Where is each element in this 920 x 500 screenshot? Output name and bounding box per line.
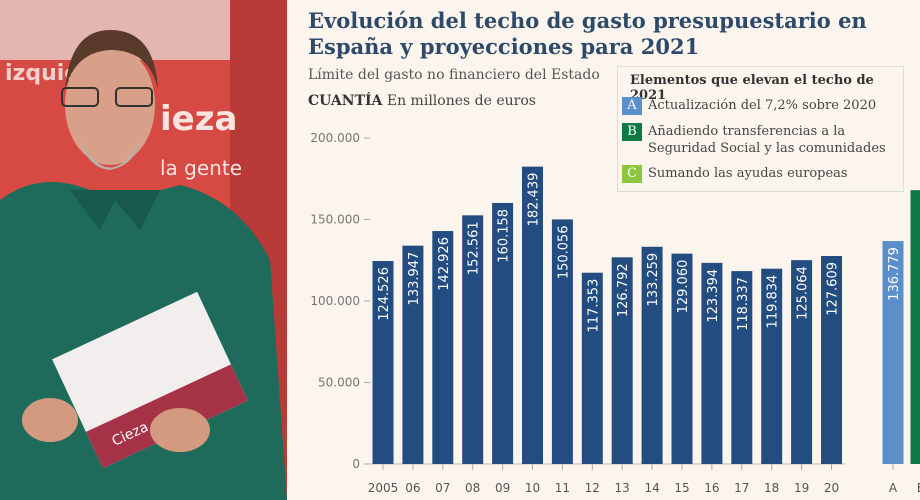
- bar-value-label: 119.834: [766, 275, 781, 329]
- x-tick-label: A: [889, 481, 898, 495]
- y-tick-label: 100.000: [310, 294, 360, 308]
- bar-chart: 0 50.000 100.000 150.000 200.000 124.526 2005 1…: [310, 131, 920, 495]
- bar-08: [462, 215, 484, 464]
- bar-20: [821, 255, 842, 464]
- legend-item-a: A Actualización del 7,2% sobre 2020: [622, 97, 893, 115]
- bar-14: [641, 246, 663, 464]
- y-tick-label: 50.000: [318, 376, 360, 390]
- x-tick-label: 18: [764, 481, 779, 495]
- bar-value-label: 127.609: [826, 262, 841, 316]
- unit-text: En millones de euros: [386, 93, 536, 109]
- bar-11: [551, 219, 573, 464]
- bar-2005: [372, 261, 394, 464]
- x-tick-label: 19: [794, 481, 809, 495]
- bar-value-label: 124.526: [377, 267, 392, 321]
- legend-text: Añadiendo transferencias a la Seguridad …: [648, 124, 886, 156]
- chart-unit: CUANTÍA En millones de euros: [308, 93, 536, 109]
- legend-item-c: C Sumando las ayudas europeas: [622, 165, 893, 183]
- bar-value-label: 129.060: [676, 260, 691, 314]
- bar-B: [910, 190, 920, 464]
- bar-value-label: 117.353: [586, 279, 601, 333]
- legend-text: Actualización del 7,2% sobre 2020: [648, 98, 877, 113]
- bar-value-label: 123.394: [706, 269, 721, 323]
- photo-man-holding-documents: izquierda ieza la gente Cieza: [0, 0, 287, 500]
- bar-value-label: 133.947: [407, 252, 422, 306]
- bar-value-label: 160.158: [497, 209, 512, 263]
- bar-12: [581, 272, 603, 464]
- bar-09: [492, 202, 514, 465]
- x-tick-label: 17: [734, 481, 749, 495]
- bar-19: [791, 260, 813, 464]
- bar-value-label: 150.056: [556, 225, 571, 279]
- x-tick-label: 15: [674, 481, 689, 495]
- bar-value-label: 126.792: [616, 263, 631, 317]
- x-tick-label: 08: [465, 481, 480, 495]
- y-tick-label: 200.000: [310, 131, 360, 145]
- x-tick-label: 12: [585, 481, 600, 495]
- x-tick-label: 06: [405, 481, 420, 495]
- bar-06: [402, 245, 424, 464]
- bar-value-label: 118.337: [736, 277, 751, 331]
- bar-value-label: 142.926: [437, 237, 452, 291]
- chart-panel: Evolución del techo de gasto presupuesta…: [290, 0, 920, 500]
- bar-value-label: 182.439: [527, 173, 542, 227]
- x-tick-label: 13: [615, 481, 630, 495]
- bar-value-label: 125.064: [796, 266, 811, 320]
- bar-13: [611, 257, 633, 464]
- x-tick-label: 11: [555, 481, 570, 495]
- sign-text: la gente: [160, 156, 242, 180]
- legend-item-b: B Añadiendo transferencias a la Seguridad…: [622, 123, 893, 157]
- chart-title: Evolución del techo de gasto presupuesta…: [308, 8, 867, 59]
- x-tick-label: B: [917, 481, 920, 495]
- chart-subtitle: Límite del gasto no financiero del Estad…: [308, 67, 600, 83]
- legend-key: A: [622, 97, 642, 115]
- x-tick-label: 07: [435, 481, 450, 495]
- x-tick-label: 14: [644, 481, 659, 495]
- bar-17: [731, 271, 753, 464]
- legend-key: B: [622, 123, 642, 141]
- x-tick-label: 09: [495, 481, 510, 495]
- bar-15: [671, 253, 693, 464]
- sign-text: ieza: [160, 99, 237, 139]
- x-tick-label: 10: [525, 481, 540, 495]
- legend-key: C: [622, 165, 642, 183]
- y-tick-label: 0: [352, 457, 360, 471]
- legend-text: Sumando las ayudas europeas: [648, 166, 848, 181]
- bar-18: [761, 268, 783, 464]
- bar-16: [701, 262, 723, 464]
- bar-value-label: 152.561: [467, 221, 482, 275]
- photo-illustration: izquierda ieza la gente Cieza: [0, 0, 287, 500]
- bar-A: [882, 241, 904, 464]
- x-tick-label: 16: [704, 481, 719, 495]
- bar-10: [522, 166, 543, 464]
- x-tick-label: 20: [824, 481, 839, 495]
- bar-value-label: 136.779: [887, 247, 902, 301]
- y-tick-label: 150.000: [310, 213, 360, 227]
- unit-bold: CUANTÍA: [308, 93, 383, 109]
- bar-value-label: 133.259: [646, 253, 661, 307]
- bar-07: [432, 231, 454, 464]
- x-tick-label: 2005: [368, 481, 399, 495]
